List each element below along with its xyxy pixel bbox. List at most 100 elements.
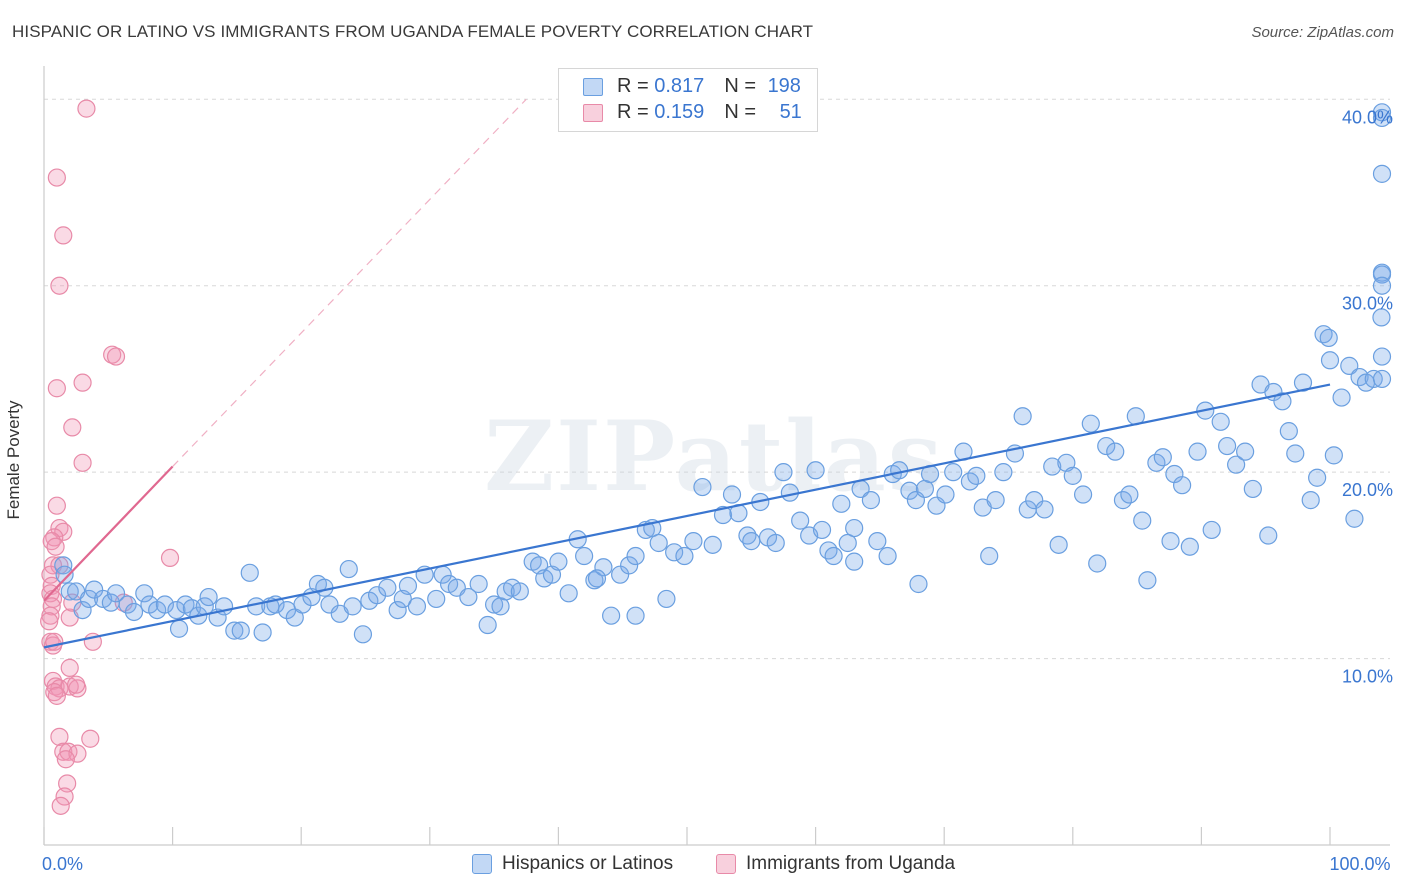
- hispanic-point: [1308, 468, 1327, 487]
- hispanic-point: [485, 595, 504, 614]
- hispanic-point: [1088, 554, 1107, 573]
- uganda-point: [56, 750, 75, 769]
- hispanic-point: [722, 485, 742, 504]
- hispanic-point: [693, 477, 712, 497]
- y-tick-label: 40.0%: [1342, 107, 1393, 127]
- hispanic-point: [320, 595, 339, 614]
- hispanic-point: [407, 597, 427, 616]
- axes: [43, 66, 1390, 846]
- hispanic-point: [1372, 108, 1392, 128]
- series-swatch-pink: [716, 854, 736, 874]
- uganda-point: [60, 658, 79, 677]
- hispanic-point: [824, 546, 843, 566]
- hispanic-point: [594, 558, 613, 577]
- y-tick-label: 30.0%: [1342, 294, 1393, 314]
- hispanic-point: [398, 576, 418, 595]
- hispanic-point: [791, 511, 810, 530]
- hispanic-point: [1372, 103, 1392, 122]
- y-tick-label: 10.0%: [1342, 667, 1393, 687]
- hispanic-point: [980, 546, 999, 566]
- uganda-point: [77, 99, 96, 118]
- hispanic-point: [1340, 356, 1359, 375]
- hispanic-point: [559, 584, 578, 603]
- hispanic-point: [909, 574, 928, 594]
- hispanic-point: [1025, 491, 1044, 510]
- hispanic-point: [587, 569, 607, 588]
- hispanic-point: [832, 494, 851, 513]
- hispanic-point: [353, 625, 373, 644]
- hispanic-point: [845, 518, 864, 538]
- uganda-point: [46, 537, 65, 556]
- hispanic-trend-line: [43, 383, 1331, 649]
- hispanic-point: [240, 563, 259, 582]
- hispanic-point: [469, 574, 488, 594]
- legend-r-label: R =: [617, 101, 655, 123]
- uganda-point: [50, 276, 69, 295]
- tick-labels: 10.0% 20.0% 30.0% 40.0% 0.0% 100.0%: [42, 107, 1393, 874]
- uganda-point: [106, 347, 126, 366]
- uganda-trend-extension: [172, 98, 527, 467]
- legend-swatch-pink: [583, 104, 603, 122]
- hispanic-point: [806, 461, 825, 480]
- hispanic-point: [1188, 442, 1207, 461]
- hispanic-point: [1173, 476, 1192, 495]
- uganda-point: [47, 496, 66, 515]
- legend-n-value: 51: [779, 101, 802, 123]
- uganda-point: [67, 675, 86, 694]
- hispanic-point: [118, 595, 137, 614]
- hispanic-point: [1211, 412, 1230, 431]
- hispanic-point: [199, 587, 218, 607]
- hispanic-point: [55, 565, 74, 584]
- hispanic-point: [649, 533, 668, 553]
- hispanic-point: [1073, 485, 1093, 504]
- legend-r-label: R =: [617, 75, 655, 97]
- hispanic-point: [1345, 509, 1364, 528]
- hispanic-point: [900, 481, 919, 500]
- hispanic-point: [1332, 388, 1351, 407]
- hispanic-point: [1043, 457, 1062, 476]
- hispanic-point: [845, 552, 864, 571]
- uganda-point: [59, 742, 78, 761]
- hispanic-point: [575, 546, 594, 566]
- hispanic-point: [79, 589, 99, 609]
- hispanic-point: [155, 595, 174, 614]
- uganda-point: [54, 226, 73, 245]
- hispanic-point: [388, 600, 407, 620]
- hispanic-point: [1097, 436, 1116, 456]
- hispanic-point: [1180, 537, 1199, 556]
- hispanic-point: [1133, 511, 1152, 530]
- chart-title: HISPANIC OR LATINO VS IMMIGRANTS FROM UG…: [12, 22, 814, 41]
- hispanic-point: [675, 546, 694, 566]
- uganda-point: [47, 686, 66, 705]
- uganda-point: [50, 727, 69, 746]
- hispanic-point: [994, 463, 1013, 482]
- hispanic-point: [944, 463, 963, 482]
- chart-source: Source: ZipAtlas.com: [1251, 24, 1394, 41]
- hispanic-point: [1324, 446, 1343, 465]
- hispanic-point: [459, 587, 478, 607]
- hispanic-point: [1081, 414, 1100, 433]
- hispanic-point: [819, 541, 838, 560]
- hispanic-point: [713, 505, 733, 525]
- hispanic-point: [684, 532, 703, 551]
- uganda-point: [81, 729, 100, 748]
- hispanic-point: [1049, 535, 1068, 554]
- uganda-point: [51, 796, 70, 815]
- hispanic-point: [549, 552, 568, 571]
- hispanic-point: [1273, 392, 1292, 411]
- series-legend: Hispanics or Latinos Immigrants from Uga…: [0, 850, 1406, 880]
- hispanic-point: [1161, 532, 1180, 551]
- x-tick-label: 0.0%: [42, 854, 83, 874]
- hispanic-point: [812, 520, 832, 540]
- hispanic-point: [626, 606, 645, 625]
- hispanic-point: [1301, 491, 1320, 510]
- hispanic-points: [54, 103, 1392, 644]
- hispanic-point: [967, 466, 986, 485]
- hispanic-point: [657, 589, 676, 609]
- hispanic-point: [343, 597, 362, 616]
- uganda-point: [40, 612, 59, 631]
- hispanic-point: [124, 602, 144, 622]
- hispanic-point: [339, 559, 358, 579]
- hispanic-point: [1138, 571, 1157, 590]
- hispanic-point: [169, 619, 189, 638]
